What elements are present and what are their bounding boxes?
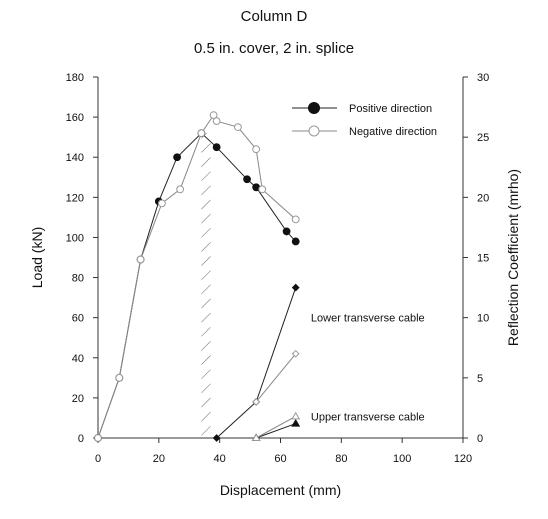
x-tick-label: 100: [393, 453, 411, 465]
data-point: [136, 255, 145, 264]
data-point: [173, 153, 181, 162]
data-point: [258, 185, 267, 194]
data-point: [115, 373, 124, 382]
x-tick-label: 0: [95, 453, 101, 465]
annotation-0: Lower transverse cable: [311, 313, 425, 325]
y-tick-label: 80: [72, 273, 84, 285]
y2-tick-label: 10: [477, 313, 489, 325]
annotation-1: Upper transverse cable: [311, 411, 425, 423]
y-tick-label: 180: [66, 72, 84, 84]
y-tick-label: 40: [72, 353, 84, 365]
legend-label: Negative direction: [349, 126, 437, 138]
chart-title: Column D: [240, 8, 308, 25]
x-tick-label: 120: [454, 453, 472, 465]
data-point: [212, 143, 221, 152]
data-point: [291, 237, 300, 246]
x-tick-label: 40: [214, 453, 226, 465]
y2-tick-label: 15: [477, 253, 489, 265]
hatched-band: [201, 133, 211, 438]
y-tick-label: 20: [72, 393, 84, 405]
cable-series-1: [252, 349, 300, 406]
x-tick-label: 80: [335, 453, 347, 465]
series-line: [255, 353, 297, 403]
data-point: [282, 227, 291, 236]
data-point: [197, 129, 206, 138]
y-tick-label: 100: [66, 232, 84, 244]
series-positive: [94, 129, 300, 442]
series-line: [255, 415, 296, 439]
series-line: [255, 423, 296, 439]
series-line: [97, 132, 297, 439]
chart-subtitle: 0.5 in. cover, 2 in. splice: [193, 40, 355, 57]
series-negative: [94, 111, 300, 442]
data-point: [291, 349, 300, 358]
data-point: [291, 418, 301, 427]
legend-label: Positive direction: [349, 103, 432, 115]
data-point: [212, 117, 221, 126]
data-point: [252, 145, 261, 154]
data-point: [251, 433, 261, 442]
data-point: [94, 434, 102, 442]
y-axis-label: Load (kN): [29, 227, 45, 288]
cable-series-2: [251, 418, 301, 442]
x-tick-label: 60: [274, 453, 286, 465]
data-point: [291, 215, 300, 224]
x-tick-label: 20: [153, 453, 165, 465]
data-point: [252, 397, 261, 406]
y-tick-label: 160: [66, 112, 84, 124]
series-line: [216, 287, 297, 439]
y-tick-label: 140: [66, 152, 84, 164]
y2-tick-label: 5: [477, 373, 483, 385]
y-tick-label: 0: [78, 433, 84, 445]
y-tick-label: 60: [72, 313, 84, 325]
data-point: [176, 185, 185, 194]
legend-marker: [308, 125, 320, 137]
y2-tick-label: 25: [477, 132, 489, 144]
x-axis-label: Displacement (mm): [220, 482, 341, 498]
y2-axis-label: Reflection Coefficient (mrho): [505, 169, 521, 346]
data-point: [212, 434, 221, 442]
series-line: [97, 114, 297, 439]
legend-marker: [308, 102, 320, 114]
cable-series-3: [251, 411, 301, 442]
data-point: [291, 283, 300, 292]
data-point: [291, 411, 301, 420]
cable-series-0: [212, 283, 300, 442]
y2-tick-label: 20: [477, 192, 489, 204]
y-tick-label: 120: [66, 192, 84, 204]
y2-tick-label: 0: [477, 433, 483, 445]
data-point: [234, 123, 242, 132]
data-point: [157, 199, 166, 208]
data-point: [209, 111, 218, 120]
y2-tick-label: 30: [477, 72, 489, 84]
data-point: [243, 175, 251, 184]
